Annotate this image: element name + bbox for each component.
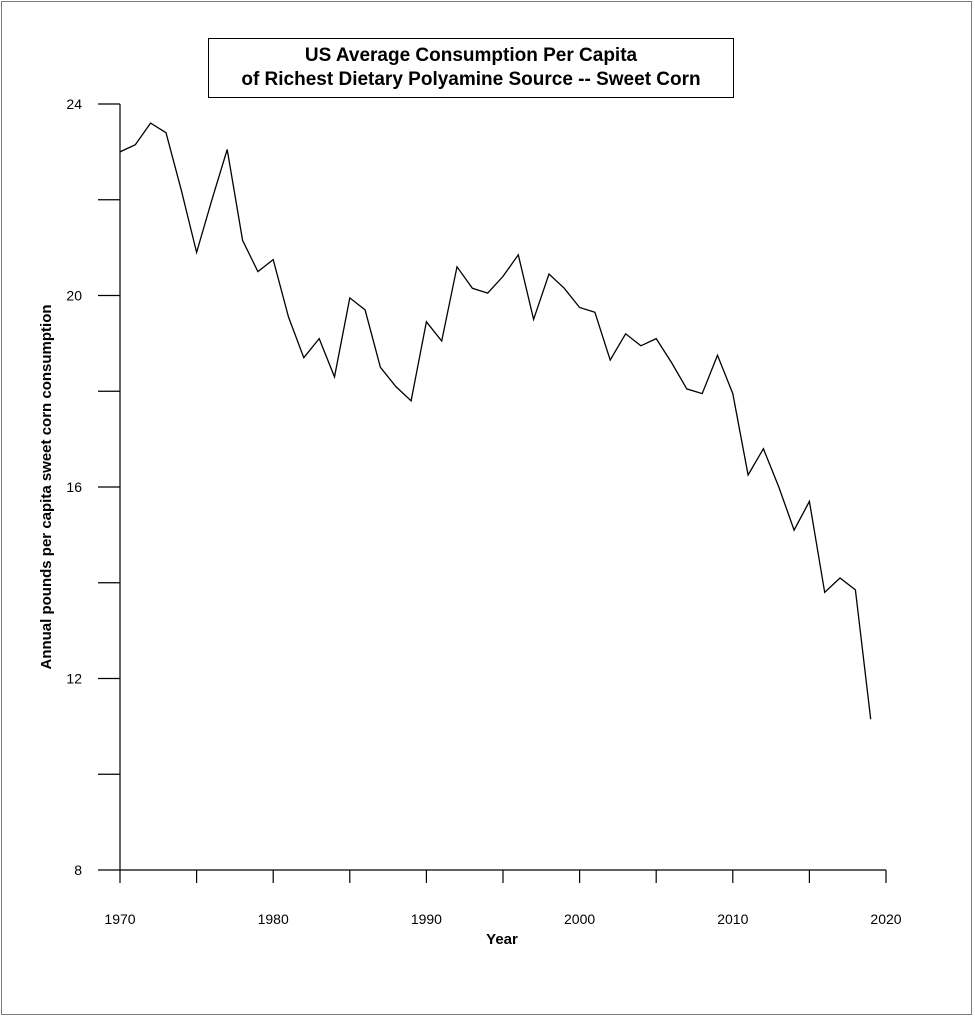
axes (119, 104, 886, 871)
data-point (196, 252, 197, 253)
data-point (150, 123, 151, 124)
y-tick-label: 16 (66, 479, 82, 495)
y-tick-label: 12 (66, 671, 82, 687)
data-point (349, 297, 350, 298)
data-point (472, 288, 473, 289)
y-tick-label: 8 (74, 862, 82, 878)
data-point (303, 357, 304, 358)
data-point (319, 338, 320, 339)
data-point (548, 273, 549, 274)
data-point (273, 259, 274, 260)
data-point (686, 388, 687, 389)
data-point (334, 376, 335, 377)
x-tick-label: 1990 (411, 911, 442, 927)
data-point (717, 355, 718, 356)
tick-labels: 8 12 16 20 24 1970 1980 1990 2000 2010 2020 (66, 96, 901, 927)
data-point (763, 448, 764, 449)
data-point (242, 240, 243, 241)
data-point (165, 132, 166, 133)
data-point (793, 529, 794, 530)
data-point (594, 312, 595, 313)
data-point (748, 474, 749, 475)
data-point (855, 589, 856, 590)
data-point (564, 288, 565, 289)
ticks (98, 103, 887, 883)
series-layer (119, 122, 872, 720)
data-point (135, 144, 136, 145)
chart-title: US Average Consumption Per Capita (304, 45, 638, 66)
data-point (809, 501, 810, 502)
data-point (518, 254, 519, 255)
data-point (870, 719, 871, 720)
data-point (610, 360, 611, 361)
data-point (211, 199, 212, 200)
data-point (181, 190, 182, 191)
y-tick-label: 20 (66, 288, 82, 304)
data-point (257, 271, 258, 272)
data-point (441, 340, 442, 341)
data-point (410, 400, 411, 401)
chart-title-box: US Average Consumption Per Capita of Ric… (208, 38, 734, 98)
data-point (365, 309, 366, 310)
data-point (579, 307, 580, 308)
x-tick-label: 1980 (258, 911, 289, 927)
x-tick-label: 1970 (104, 911, 135, 927)
y-tick-label: 24 (66, 96, 82, 112)
x-tick-label: 2020 (870, 911, 901, 927)
data-point (380, 367, 381, 368)
data-point (656, 338, 657, 339)
chart-subtitle: of Richest Dietary Polyamine Source -- S… (241, 69, 701, 90)
data-point (395, 386, 396, 387)
data-point (456, 266, 457, 267)
data-point (732, 393, 733, 394)
data-point (671, 362, 672, 363)
data-point (778, 486, 779, 487)
data-point (227, 149, 228, 150)
data-point (502, 276, 503, 277)
data-point (487, 293, 488, 294)
data-point (824, 592, 825, 593)
data-point (119, 151, 120, 152)
x-tick-label: 2000 (564, 911, 595, 927)
y-axis-label: Annual pounds per capita sweet corn cons… (38, 304, 55, 669)
x-axis-label: Year (486, 931, 518, 948)
data-point (288, 316, 289, 317)
data-point (533, 319, 534, 320)
data-point (702, 393, 703, 394)
series-line (119, 122, 872, 720)
data-point (640, 345, 641, 346)
data-point (426, 321, 427, 322)
data-point (625, 333, 626, 334)
data-point (839, 577, 840, 578)
x-tick-label: 2010 (717, 911, 748, 927)
